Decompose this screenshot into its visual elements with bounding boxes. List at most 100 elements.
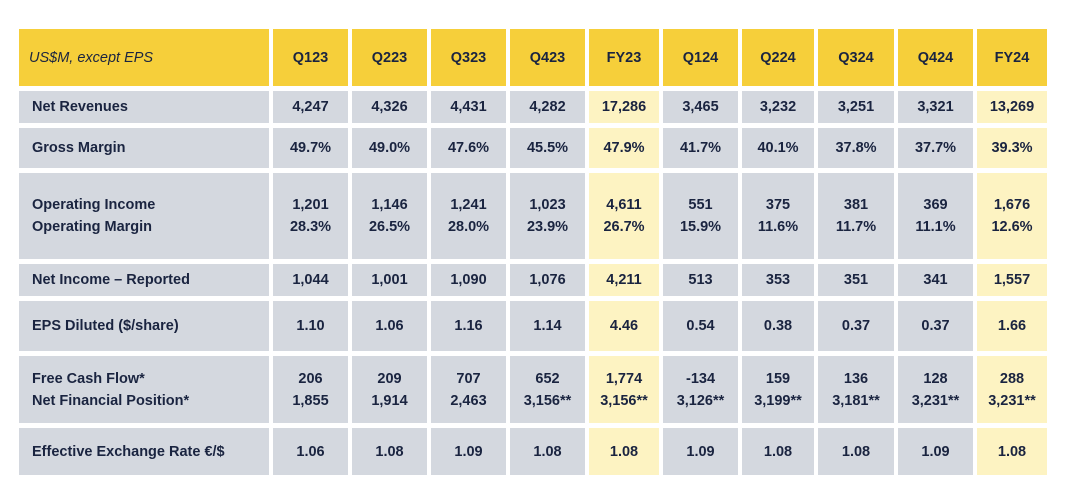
cell-value: 1.09 xyxy=(686,443,715,460)
header-row: US$M, except EPS Q123 Q223 Q323 Q423 FY2… xyxy=(19,29,1047,86)
cell-value: 1,001 xyxy=(371,272,408,288)
cell-value: 3,251 xyxy=(837,99,875,115)
quarter-cell: -134 3,126** xyxy=(663,356,738,423)
quarter-cell: 49.7% xyxy=(273,128,348,168)
quarter-cell: 0.54 xyxy=(663,301,738,351)
row-label: Operating Income Operating Margin xyxy=(19,173,269,259)
cell-value: 1,090 xyxy=(450,272,487,288)
cell-value: 47.9% xyxy=(603,140,645,156)
cell-value: 209 xyxy=(377,370,402,387)
quarter-cell: 551 15.9% xyxy=(663,173,738,259)
cell-value: 3,199** xyxy=(754,392,802,409)
quarter-cell: 1.09 xyxy=(898,428,973,475)
cell-value: 1,146 xyxy=(371,197,408,213)
quarter-cell: 1.08 xyxy=(352,428,427,475)
quarter-cell: 1.06 xyxy=(352,301,427,351)
cell-value: 37.8% xyxy=(835,140,877,156)
quarter-cell: 1.09 xyxy=(431,428,506,475)
cell-value: 1,914 xyxy=(371,392,408,409)
quarter-cell: 49.0% xyxy=(352,128,427,168)
fy-cell: 4,211 xyxy=(589,264,659,296)
quarter-cell: 1.14 xyxy=(510,301,585,351)
cell-value: 41.7% xyxy=(679,140,722,156)
cell-value: 4,611 xyxy=(606,197,642,213)
cell-value: 47.6% xyxy=(447,140,490,156)
cell-value: 1,044 xyxy=(292,272,329,288)
quarter-cell: 353 xyxy=(742,264,814,296)
quarter-cell: 1,241 28.0% xyxy=(431,173,506,259)
column-header: Q223 xyxy=(352,29,427,86)
quarter-cell: 1,146 26.5% xyxy=(352,173,427,259)
cell-value: 4,211 xyxy=(606,272,642,288)
quarter-cell: 351 xyxy=(818,264,894,296)
row-label-text: Net Financial Position* xyxy=(32,392,190,409)
quarter-cell: 4,431 xyxy=(431,91,506,123)
quarter-cell: 1,044 xyxy=(273,264,348,296)
cell-value: 12.6% xyxy=(991,219,1033,235)
cell-value: 15.9% xyxy=(679,219,722,235)
cell-value: 652 xyxy=(535,370,560,387)
quarter-cell: 1,001 xyxy=(352,264,427,296)
cell-value: 2,463 xyxy=(450,392,487,409)
quarter-cell: 375 11.6% xyxy=(742,173,814,259)
row-label: Net Revenues xyxy=(19,91,269,123)
cell-value: 23.9% xyxy=(526,219,569,235)
cell-value: 341 xyxy=(923,272,948,288)
table-row: Effective Exchange Rate €/$ 1.06 1.08 1.09 1… xyxy=(19,428,1047,475)
fy-cell: 1.08 xyxy=(977,428,1047,475)
quarter-cell: 37.8% xyxy=(818,128,894,168)
cell-value: 11.1% xyxy=(915,219,956,235)
column-header: Q323 xyxy=(431,29,506,86)
cell-value: 26.7% xyxy=(603,219,645,235)
cell-value: 3,465 xyxy=(682,99,719,115)
quarter-cell: 3,465 xyxy=(663,91,738,123)
cell-value: 26.5% xyxy=(368,219,411,235)
cell-value: 551 xyxy=(688,197,713,213)
cell-value: 28.0% xyxy=(447,219,490,235)
fy-cell: 1,676 12.6% xyxy=(977,173,1047,259)
fy-cell: 288 3,231** xyxy=(977,356,1047,423)
quarter-cell: 128 3,231** xyxy=(898,356,973,423)
quarter-cell: 37.7% xyxy=(898,128,973,168)
cell-value: 4.46 xyxy=(609,318,639,334)
cell-value: 0.38 xyxy=(763,318,793,334)
financial-summary: US$M, except EPS Q123 Q223 Q323 Q423 FY2… xyxy=(15,24,1051,480)
cell-value: 11.7% xyxy=(835,219,877,235)
fy-cell: 17,286 xyxy=(589,91,659,123)
cell-value: 1,241 xyxy=(450,197,487,213)
cell-value: 3,231** xyxy=(988,392,1036,409)
quarter-cell: 1.08 xyxy=(818,428,894,475)
cell-value: 1.08 xyxy=(533,443,562,460)
cell-value: 206 xyxy=(298,370,323,387)
fy-cell: 1.66 xyxy=(977,301,1047,351)
row-label-text: Free Cash Flow* xyxy=(32,370,145,387)
cell-value: 159 xyxy=(765,370,791,387)
row-label: Net Income – Reported xyxy=(19,264,269,296)
cell-value: 128 xyxy=(923,370,948,387)
row-label-text: Operating Margin xyxy=(32,219,153,235)
cell-value: 1,774 xyxy=(605,370,643,387)
table-row: EPS Diluted ($/share) 1.10 1.06 1.16 1.14 4.4… xyxy=(19,301,1047,351)
cell-value: 707 xyxy=(456,370,481,387)
row-label-text: Net Revenues xyxy=(32,99,128,115)
table-row: Net Revenues 4,247 4,326 4,431 4,282 17,286 3,… xyxy=(19,91,1047,123)
column-header: Q224 xyxy=(742,29,814,86)
quarter-cell: 0.37 xyxy=(818,301,894,351)
quarter-cell: 209 1,914 xyxy=(352,356,427,423)
quarter-cell: 0.37 xyxy=(898,301,973,351)
cell-value: 1,076 xyxy=(529,272,566,288)
cell-value: 513 xyxy=(688,272,713,288)
quarter-cell: 41.7% xyxy=(663,128,738,168)
units-label: US$M, except EPS xyxy=(19,29,269,86)
quarter-cell: 652 3,156** xyxy=(510,356,585,423)
cell-value: 1,855 xyxy=(292,392,329,409)
cell-value: 3,232 xyxy=(759,99,797,115)
row-label-text: Net Income – Reported xyxy=(32,272,190,288)
cell-value: 1.16 xyxy=(454,318,483,334)
cell-value: 1.08 xyxy=(841,443,871,460)
row-label: Effective Exchange Rate €/$ xyxy=(19,428,269,475)
cell-value: 49.0% xyxy=(368,140,411,156)
cell-value: 1.08 xyxy=(375,443,404,460)
cell-value: 1.09 xyxy=(454,443,483,460)
cell-value: 288 xyxy=(999,370,1025,387)
